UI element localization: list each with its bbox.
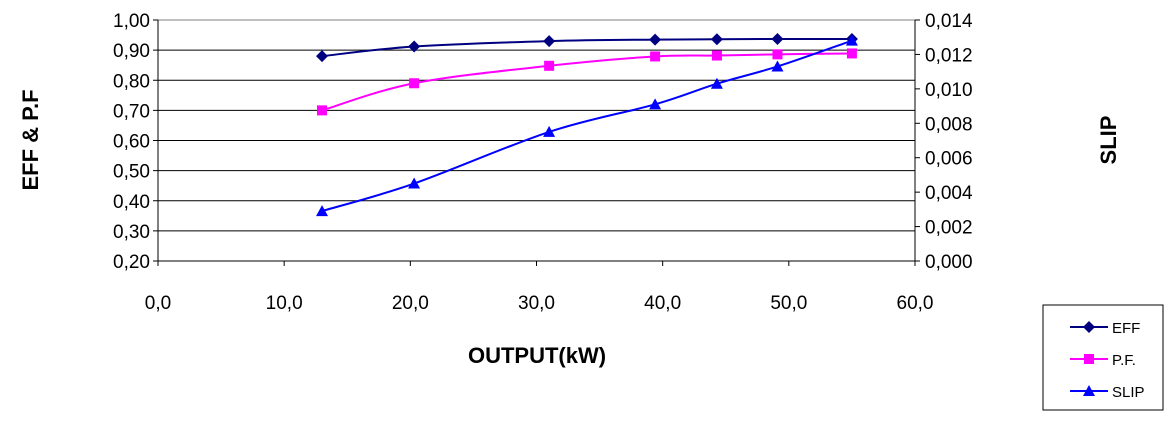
slip-data-point: [845, 34, 858, 46]
y-tick-label: 0,80: [113, 71, 150, 92]
axes: 0,200,300,400,500,600,700,800,901,000,00…: [113, 11, 973, 314]
x-tick-label: 30,0: [518, 293, 555, 314]
x-tick-label: 0,0: [145, 293, 171, 314]
slip-data-point: [408, 177, 421, 189]
y2-tick-label: 0,008: [925, 114, 973, 135]
pf-data-point: [317, 105, 328, 116]
x-tick-label: 50,0: [770, 293, 807, 314]
eff-data-point: [316, 50, 329, 63]
grid-lines: [158, 49, 915, 232]
y-tick-label: 0,60: [113, 132, 150, 153]
slip-data-point: [771, 60, 784, 72]
x-tick-label: 20,0: [392, 293, 429, 314]
x-tick-label: 10,0: [266, 293, 303, 314]
y-tick-label: 0,90: [113, 41, 150, 62]
y2-tick-label: 0,006: [925, 149, 973, 170]
eff-data-point: [408, 40, 421, 53]
y-tick-label: 0,40: [113, 192, 150, 213]
legend-frame: [1042, 304, 1164, 411]
y2-tick-label: 0,000: [925, 252, 973, 273]
eff-data-point: [710, 33, 723, 46]
pf-series-line: [321, 52, 852, 112]
eff-data-point: [543, 35, 556, 48]
legend-label-slip: SLIP: [1112, 384, 1145, 401]
legend-label-pf: P.F.: [1112, 352, 1136, 369]
pf-data-point: [772, 49, 783, 60]
legend-marker-eff: [1083, 321, 1095, 333]
slip-data-point: [649, 98, 662, 110]
slip-data-point: [710, 77, 723, 89]
y2-tick-label: 0,002: [925, 218, 973, 239]
x-axis-title: OUTPUT(kW): [468, 343, 606, 368]
legend-marker-slip: [1083, 385, 1095, 396]
pf-data-point: [650, 51, 661, 62]
y2-tick-label: 0,010: [925, 80, 973, 101]
slip-data-point: [543, 125, 556, 137]
y2-tick-label: 0,004: [925, 183, 973, 204]
legend-label-eff: EFF: [1112, 320, 1140, 337]
y-tick-label: 0,70: [113, 101, 150, 122]
x-tick-label: 60,0: [897, 293, 934, 314]
slip-series-line: [321, 39, 853, 213]
legend: EFF P.F. SLIP: [1042, 304, 1164, 411]
y-tick-label: 0,20: [113, 252, 150, 273]
pf-data-point: [846, 48, 857, 59]
y2-axis-title: SLIP: [1096, 116, 1121, 165]
eff-data-point: [771, 32, 784, 45]
y2-tick-label: 0,012: [925, 45, 973, 66]
y2-tick-label: 0,014: [925, 11, 973, 32]
y-tick-label: 1,00: [113, 11, 150, 32]
x-tick-label: 40,0: [644, 293, 681, 314]
series-layer: [316, 32, 858, 217]
y-tick-label: 0,50: [113, 162, 150, 183]
y-tick-label: 0,30: [113, 222, 150, 243]
legend-marker-pf: [1084, 354, 1094, 364]
pf-data-point: [544, 60, 555, 71]
pf-data-point: [711, 50, 722, 61]
eff-data-point: [649, 33, 662, 46]
slip-data-point: [316, 205, 329, 217]
y-axis-title: EFF & P.F: [18, 89, 43, 190]
pf-data-point: [409, 78, 420, 89]
